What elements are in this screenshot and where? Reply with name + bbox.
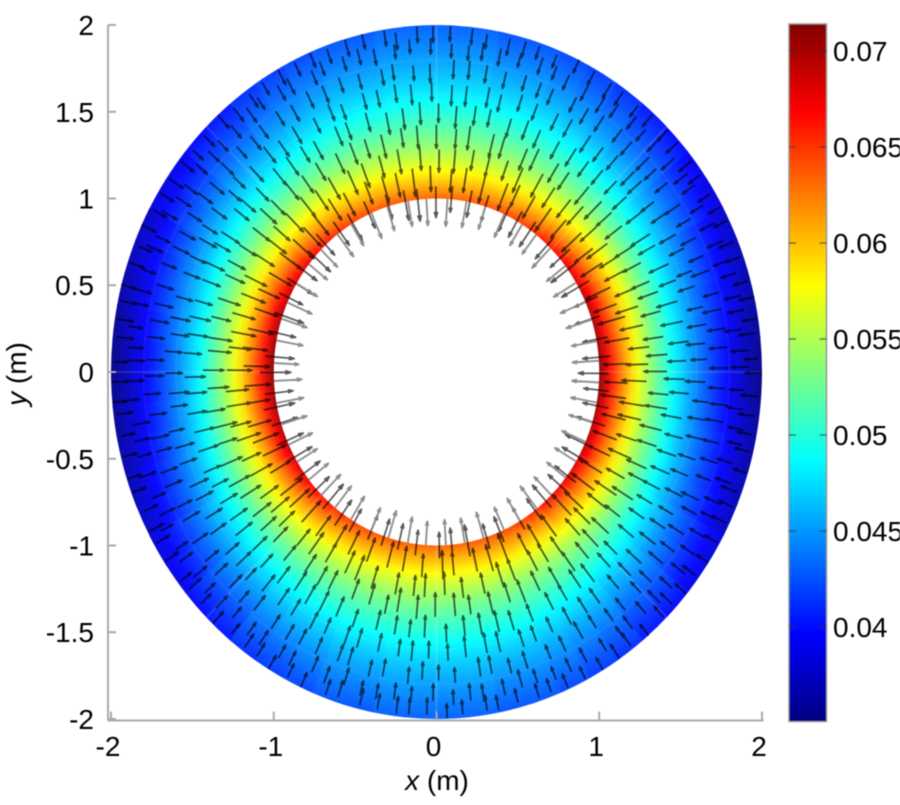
svg-text:1: 1 bbox=[78, 184, 94, 215]
svg-text:y (m): y (m) bbox=[1, 342, 32, 408]
svg-text:0.055: 0.055 bbox=[833, 324, 900, 355]
svg-text:x (m): x (m) bbox=[403, 765, 469, 796]
svg-text:-2: -2 bbox=[69, 704, 94, 735]
svg-text:-1: -1 bbox=[258, 731, 283, 762]
svg-text:0.06: 0.06 bbox=[833, 228, 888, 259]
svg-text:-1: -1 bbox=[69, 531, 94, 562]
svg-text:-2: -2 bbox=[96, 731, 121, 762]
svg-text:-1.5: -1.5 bbox=[46, 617, 94, 648]
svg-text:0.05: 0.05 bbox=[833, 420, 888, 451]
svg-text:1.5: 1.5 bbox=[55, 97, 94, 128]
svg-text:0.045: 0.045 bbox=[833, 516, 900, 547]
svg-text:0.07: 0.07 bbox=[833, 36, 888, 67]
svg-text:0.5: 0.5 bbox=[55, 270, 94, 301]
svg-text:0.04: 0.04 bbox=[833, 612, 888, 643]
svg-text:2: 2 bbox=[78, 10, 94, 41]
svg-text:0.065: 0.065 bbox=[833, 132, 900, 163]
svg-text:0: 0 bbox=[426, 731, 442, 762]
svg-text:1: 1 bbox=[588, 731, 604, 762]
svg-text:-0.5: -0.5 bbox=[46, 444, 94, 475]
svg-text:0: 0 bbox=[78, 357, 94, 388]
svg-text:2: 2 bbox=[751, 731, 767, 762]
